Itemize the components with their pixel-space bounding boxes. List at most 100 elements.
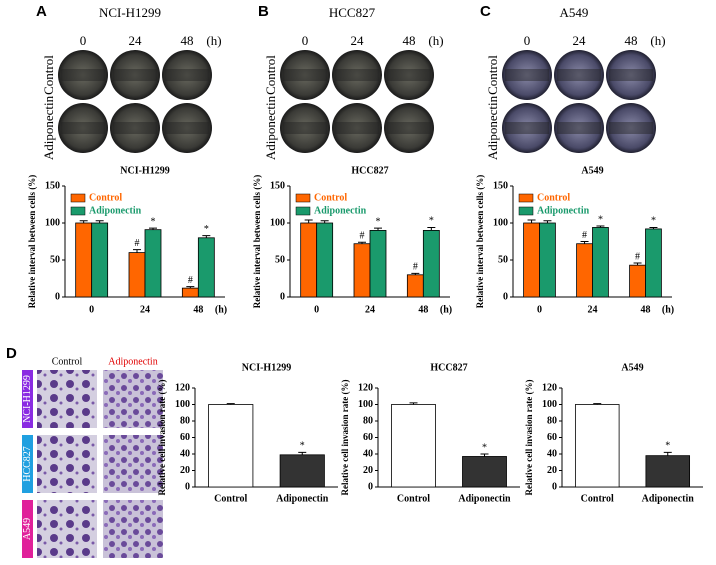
y-tick-label: 50 [50, 254, 60, 265]
significance-marker: # [360, 231, 365, 242]
photo [606, 50, 656, 100]
chart-title: A549 [621, 362, 643, 373]
y-tick-label: 0 [552, 481, 557, 492]
y-axis-label: Relative interval between cells (%) [475, 175, 485, 308]
x-tick-label: 48 [193, 304, 203, 315]
scratch [557, 122, 601, 134]
error-bar [633, 262, 642, 266]
row-tag [22, 500, 33, 558]
row-label: A549 [22, 518, 33, 540]
row-label: HCC827 [22, 446, 33, 482]
error-bar [527, 219, 536, 223]
legend-swatch [70, 206, 86, 216]
photo [162, 50, 212, 100]
significance-marker: # [188, 275, 193, 286]
y-tick-label: 150 [270, 180, 285, 191]
legend-label: Adiponectin [314, 205, 367, 216]
bar [645, 455, 691, 488]
x-tick-label: Adiponectin [276, 493, 329, 504]
time-label: 24 [129, 33, 143, 48]
bar [645, 228, 662, 298]
row-label: Control [485, 55, 500, 95]
y-tick-label: 80 [547, 415, 557, 426]
y-tick-label: 0 [280, 291, 285, 302]
error-bar [409, 402, 418, 405]
error-bar [226, 403, 235, 405]
scratch [283, 122, 327, 134]
y-tick-label: 60 [180, 432, 190, 443]
photo [37, 500, 97, 558]
chart-title: HCC827 [351, 165, 388, 176]
y-tick-label: 20 [180, 465, 190, 476]
y-tick-label: 50 [275, 254, 285, 265]
y-tick-label: 100 [270, 217, 285, 228]
photo [110, 50, 160, 100]
legend-label: Control [537, 192, 570, 203]
y-axis-label: Relative cell invasion rate (%) [524, 380, 534, 496]
bar [353, 243, 371, 298]
photo [162, 103, 212, 153]
x-tick-label: Control [397, 493, 430, 504]
bar [91, 222, 109, 298]
y-tick-label: 120 [175, 382, 190, 393]
error-bar [427, 226, 436, 231]
x-unit: (h) [440, 304, 452, 315]
x-tick-label: Adiponectin [458, 493, 511, 504]
error-bar [133, 249, 141, 253]
significance-marker: * [651, 216, 656, 227]
error-bar [320, 220, 329, 223]
x-unit: (h) [662, 304, 674, 315]
error-bar [374, 227, 382, 231]
photo [58, 103, 108, 153]
error-bar [663, 451, 672, 456]
x-tick-label: 0 [314, 304, 319, 315]
significance-marker: * [376, 216, 381, 227]
legend-swatch [518, 206, 534, 216]
significance-marker: * [665, 441, 670, 452]
photo [58, 50, 108, 100]
significance-marker: # [635, 251, 640, 262]
y-axis-label: Relative cell invasion rate (%) [340, 380, 350, 496]
legend-swatch [70, 193, 86, 203]
error-bar [480, 453, 489, 457]
y-tick-label: 100 [542, 399, 557, 410]
y-tick-label: 120 [358, 382, 373, 393]
panel-title: HCC827 [329, 5, 376, 20]
photo [332, 50, 382, 100]
photo [37, 435, 97, 493]
scratch [165, 69, 209, 81]
row-label: Control [41, 55, 56, 95]
photo [384, 50, 434, 100]
photo [280, 50, 330, 100]
x-tick-label: 48 [418, 304, 428, 315]
y-tick-label: 150 [45, 180, 60, 191]
x-tick-label: 24 [588, 304, 598, 315]
row-tag [22, 435, 33, 493]
y-tick-label: 0 [368, 481, 373, 492]
bar [539, 222, 556, 298]
significance-marker: * [300, 441, 305, 452]
scratch [557, 69, 601, 81]
bar [574, 404, 620, 488]
x-tick-label: Adiponectin [642, 493, 695, 504]
y-tick-label: 80 [363, 415, 373, 426]
y-tick-label: 80 [180, 415, 190, 426]
y-tick-label: 20 [363, 465, 373, 476]
significance-marker: * [151, 216, 156, 227]
photo [502, 50, 552, 100]
significance-marker: # [582, 230, 587, 241]
x-tick-label: Control [214, 493, 247, 504]
column-label: Adiponectin [108, 356, 157, 367]
legend-swatch [295, 193, 311, 203]
y-tick-label: 120 [542, 382, 557, 393]
bar [576, 243, 593, 298]
time-label: (h) [428, 33, 443, 48]
y-tick-label: 100 [493, 217, 508, 228]
y-axis-label: Relative interval between cells (%) [252, 175, 262, 308]
time-label: 0 [80, 33, 87, 48]
bar [144, 229, 162, 298]
scratch [283, 69, 327, 81]
error-bar [580, 241, 589, 244]
row-label: Adiponectin [263, 95, 278, 160]
scratch [609, 69, 653, 81]
